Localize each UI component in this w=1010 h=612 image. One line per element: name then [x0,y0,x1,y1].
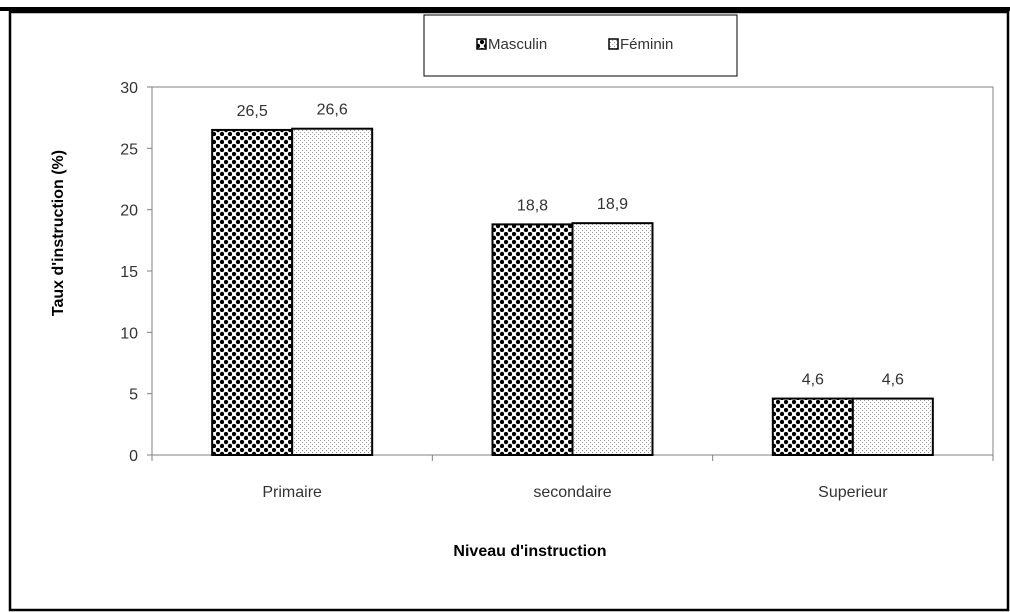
legend-swatch-masculin [476,38,487,50]
category-label: Primaire [262,484,322,501]
data-label: 18,8 [517,197,548,214]
bar-masculin [211,128,294,457]
data-label: 18,9 [597,196,628,213]
data-label: 4,6 [802,372,824,389]
y-tick-label: 25 [120,141,138,158]
bar-feminin [571,222,654,456]
category-label: secondaire [533,484,611,501]
y-axis-title: Taux d'instruction (%) [50,150,67,316]
plot-area: 0 5 10 15 20 25 30 26,5 26,6 Primaire 18,8 18,9 seco… [120,80,994,501]
bar-masculin [771,397,854,456]
bar-feminin [291,127,374,456]
y-tick-label: 10 [120,325,138,342]
bar-masculin [491,223,574,456]
y-tick-label: 20 [120,203,138,220]
legend-label-masculin: Masculin [488,36,547,53]
y-tick-label: 5 [129,387,138,404]
y-tick-label: 0 [129,448,138,465]
legend-swatch-feminin [608,38,619,50]
legend: Masculin Féminin [423,14,738,77]
y-tick-label: 30 [120,80,138,97]
legend-box [423,14,738,77]
category-label: Superieur [818,484,888,501]
bar-feminin [851,397,934,456]
y-tick-label: 15 [120,264,138,281]
data-label: 4,6 [882,372,904,389]
x-axis-title: Niveau d'instruction [453,543,606,560]
legend-label-feminin: Féminin [620,36,673,53]
data-label: 26,6 [317,102,348,119]
data-label: 26,5 [237,103,268,120]
